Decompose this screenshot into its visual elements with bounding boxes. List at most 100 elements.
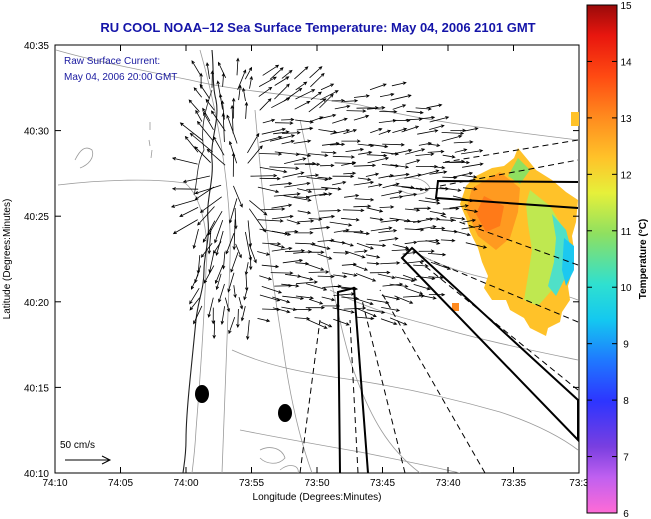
current-vector: [463, 218, 477, 223]
current-vector: [284, 181, 311, 188]
current-vector: [429, 124, 445, 130]
current-vector: [283, 87, 303, 102]
current-vector: [220, 306, 225, 325]
buoy-marker: [278, 404, 292, 422]
current-vector: [249, 75, 253, 89]
current-vector: [244, 101, 249, 119]
current-vector: [262, 118, 276, 124]
current-vector: [429, 116, 450, 123]
current-vector: [345, 250, 366, 259]
current-vector: [329, 142, 346, 147]
current-vector: [366, 207, 384, 213]
current-vector: [194, 186, 215, 200]
current-vector: [308, 153, 329, 157]
current-vector: [404, 240, 418, 245]
current-vector: [353, 94, 370, 98]
current-vector: [271, 246, 293, 252]
current-vector: [220, 100, 225, 120]
current-vector: [442, 206, 460, 211]
y-tick-label: 40:35: [24, 41, 49, 52]
current-vector: [269, 181, 293, 186]
current-vector: [269, 243, 286, 249]
x-axis-ticks: 74:10 74:05 74:00 73:55 73:50 73:45 73:40 73:35…: [42, 45, 589, 489]
colorbar-tick-label: 12: [620, 170, 632, 181]
current-vector: [232, 219, 236, 251]
current-vector: [271, 214, 294, 220]
current-vector: [378, 129, 392, 135]
current-vector: [333, 274, 348, 279]
y-tick-label: 40:15: [24, 383, 49, 394]
current-vector: [194, 146, 211, 163]
current-vector: [191, 60, 201, 76]
x-tick-label: 73:45: [370, 478, 395, 489]
current-vector: [365, 172, 380, 177]
colorbar-tick-label: 15: [620, 1, 632, 12]
current-vector: [392, 127, 408, 133]
current-vector: [205, 98, 215, 111]
current-vector: [297, 173, 320, 178]
current-vector: [343, 99, 359, 103]
current-vector: [230, 252, 239, 273]
current-vector: [307, 250, 325, 255]
current-vector: [296, 280, 319, 285]
current-vector: [212, 320, 216, 340]
current-vector: [227, 272, 235, 293]
y-tick-label: 40:25: [24, 212, 49, 223]
current-vector: [461, 149, 484, 155]
current-vector: [465, 242, 488, 249]
current-vector: [404, 208, 421, 212]
current-vector: [240, 306, 246, 322]
current-vector: [333, 228, 350, 233]
current-vector: [281, 69, 293, 79]
current-vector: [203, 265, 215, 284]
current-vector: [310, 72, 325, 88]
current-vector: [428, 275, 444, 280]
current-vector: [426, 103, 443, 109]
colorbar-tick-label: 6: [623, 509, 629, 519]
current-vector: [405, 159, 421, 165]
current-vector: [318, 113, 337, 120]
current-vector: [248, 244, 257, 264]
current-vector: [418, 200, 441, 205]
current-vector: [343, 171, 357, 176]
current-vector: [427, 149, 445, 154]
current-vector: [250, 173, 278, 178]
current-vector: [366, 254, 381, 259]
current-vector: [353, 114, 370, 121]
colorbar-tick-label: 8: [623, 396, 629, 407]
current-vector: [378, 237, 399, 242]
current-vector: [261, 264, 280, 269]
current-vector: [269, 134, 296, 142]
annotation-line1: Raw Surface Current:: [64, 56, 160, 67]
current-vector: [221, 251, 226, 270]
current-vector: [317, 253, 333, 260]
current-vector: [309, 225, 331, 230]
current-vector: [261, 127, 287, 135]
current-vector: [430, 226, 446, 231]
current-vector: [192, 228, 199, 250]
current-vector: [218, 93, 223, 110]
current-vector: [305, 283, 328, 291]
current-vector: [319, 93, 334, 109]
current-vector: [308, 98, 327, 113]
current-vector: [463, 187, 478, 191]
current-vector: [281, 139, 295, 145]
current-vector: [284, 157, 307, 164]
current-vector: [306, 177, 329, 182]
current-vector: [242, 87, 246, 101]
current-vector: [441, 134, 463, 142]
current-vector: [405, 148, 426, 155]
current-vector: [179, 122, 203, 141]
current-vector: [405, 287, 424, 295]
current-vectors: [170, 57, 488, 341]
scale-arrow: [65, 455, 112, 465]
y-axis-ticks: 40:35 40:30 40:25 40:20 40:15 40:10: [24, 41, 579, 480]
current-vector: [416, 276, 436, 281]
current-vector: [293, 139, 312, 144]
current-vector: [307, 319, 328, 329]
current-vector: [298, 275, 314, 281]
current-vector: [196, 120, 214, 142]
current-vector: [333, 292, 356, 296]
current-vector: [179, 207, 199, 217]
current-vector: [366, 298, 390, 305]
